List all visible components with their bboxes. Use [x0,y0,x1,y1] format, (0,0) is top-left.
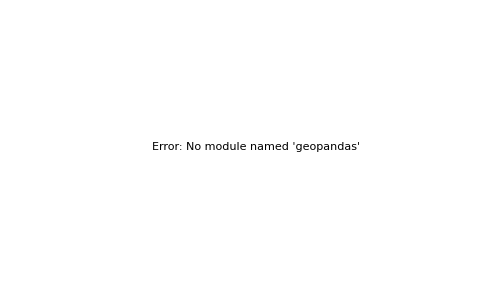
Text: Error: No module named 'geopandas': Error: No module named 'geopandas' [152,142,360,152]
